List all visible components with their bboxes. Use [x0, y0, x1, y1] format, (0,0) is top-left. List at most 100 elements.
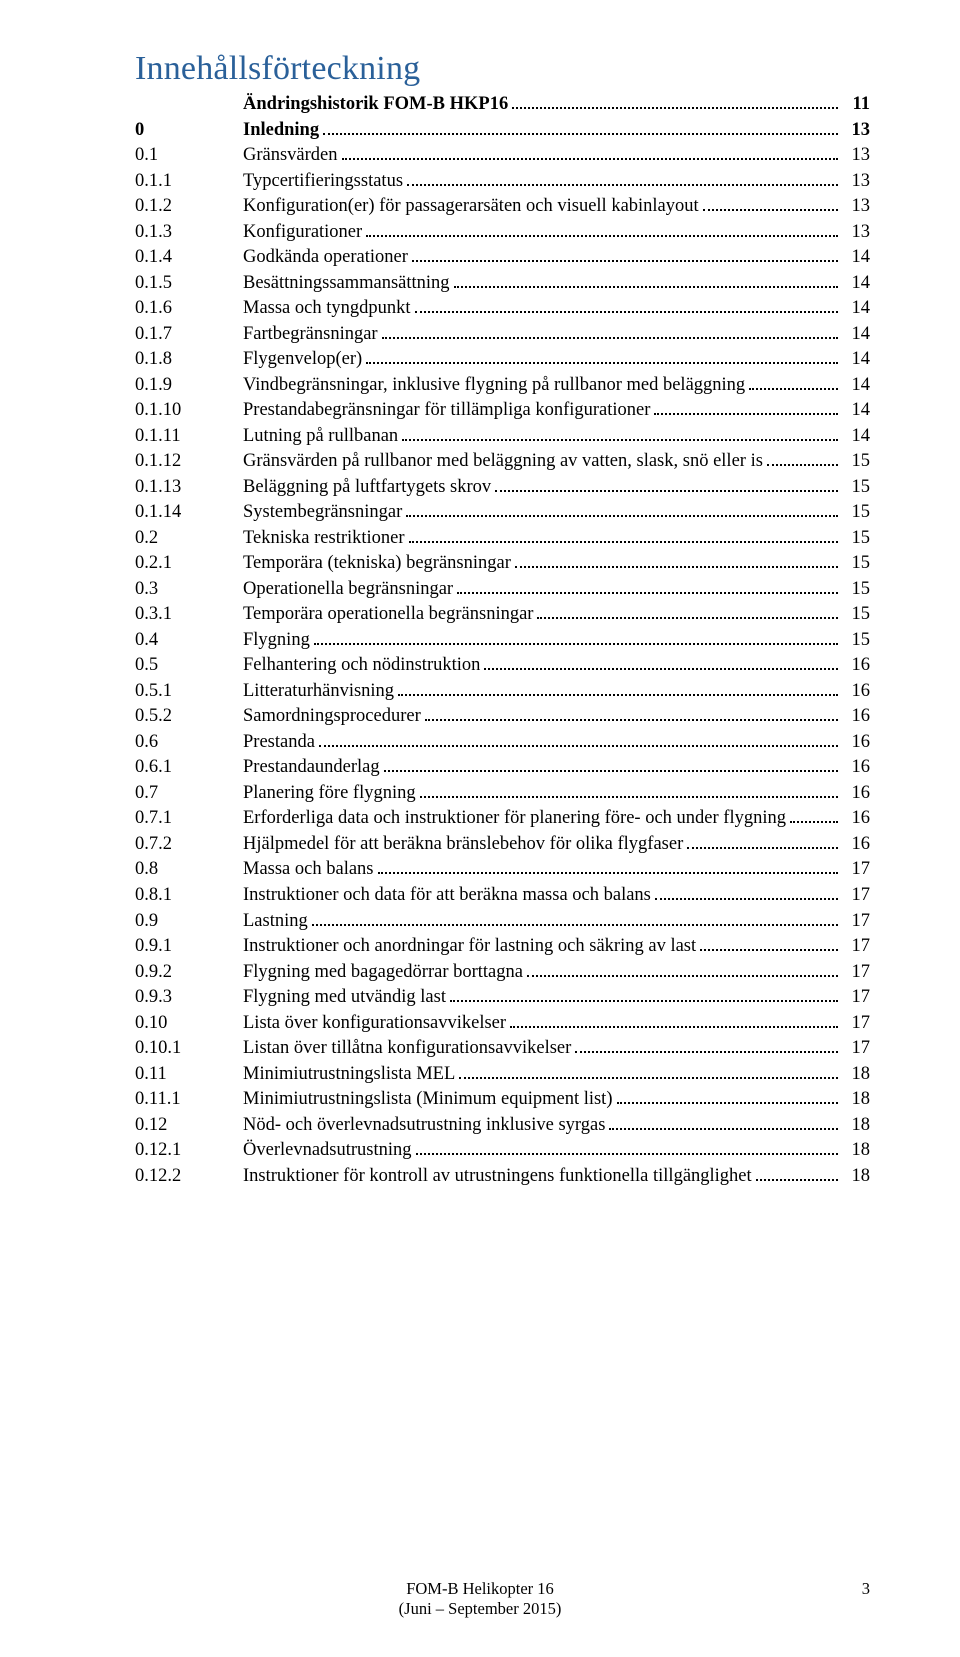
toc-page: 14 — [842, 373, 870, 399]
toc-text-line: Lutning på rullbanan14 — [243, 424, 870, 450]
toc-page: 17 — [842, 960, 870, 986]
toc-number: 0.10.1 — [135, 1036, 243, 1062]
toc-page: 18 — [842, 1138, 870, 1164]
toc-text: Flygning — [243, 628, 310, 654]
toc-text: Överlevnadsutrustning — [243, 1138, 412, 1164]
toc-last-line: Gränsvärden på rullbanor med beläggning … — [243, 449, 870, 475]
toc-leader — [420, 786, 838, 798]
toc-leader — [459, 1066, 838, 1078]
toc-row: 0.8Massa och balans17 — [135, 857, 870, 883]
toc-number: 0.7.1 — [135, 806, 243, 832]
toc-number: 0.11 — [135, 1062, 243, 1088]
toc-text-wrap: Samordningsprocedurer16 — [243, 704, 870, 730]
toc-row: 0.3Operationella begränsningar15 — [135, 577, 870, 603]
toc-page: 17 — [842, 934, 870, 960]
toc-row: 0.4Flygning15 — [135, 628, 870, 654]
toc-text-wrap: Minimiutrustningslista (Minimum equipmen… — [243, 1087, 870, 1113]
toc-leader — [314, 633, 838, 645]
toc-number: 0.2 — [135, 526, 243, 552]
toc-number: 0.1.13 — [135, 475, 243, 501]
toc-row: 0.5Felhantering och nödinstruktion16 — [135, 653, 870, 679]
toc-text: Ändringshistorik FOM-B HKP16 — [243, 92, 508, 118]
toc-text: Systembegränsningar — [243, 500, 402, 526]
toc-text-wrap: Godkända operationer14 — [243, 245, 870, 271]
toc-page: 15 — [842, 577, 870, 603]
toc-number: 0.9.2 — [135, 960, 243, 986]
toc-text-wrap: Prestanda16 — [243, 730, 870, 756]
toc-page: 18 — [842, 1113, 870, 1139]
toc-text: Instruktioner och anordningar för lastni… — [243, 934, 696, 960]
toc-leader — [575, 1041, 838, 1053]
toc-text: Flygning med utvändig last — [243, 985, 446, 1011]
toc-page: 14 — [842, 322, 870, 348]
toc-leader — [457, 582, 838, 594]
toc-text-wrap: Lastning17 — [243, 909, 870, 935]
toc-text-wrap: Konfiguration(er) för passagerarsäten oc… — [243, 194, 870, 220]
toc-page: 15 — [842, 526, 870, 552]
toc-text-line: Temporära (tekniska) begränsningar15 — [243, 551, 870, 577]
toc-text-line: Prestanda16 — [243, 730, 870, 756]
toc-text-wrap: Överlevnadsutrustning 18 — [243, 1138, 870, 1164]
toc-page: 18 — [842, 1164, 870, 1190]
toc-leader — [617, 1092, 839, 1104]
toc-text-wrap: Nöd- och överlevnadsutrustning inklusive… — [243, 1113, 870, 1139]
toc-text-wrap: Massa och tyngdpunkt14 — [243, 296, 870, 322]
toc-leader — [409, 531, 838, 543]
toc-page: 16 — [842, 781, 870, 807]
toc-text-wrap: Vindbegränsningar, inklusive flygning på… — [243, 373, 870, 399]
toc-leader — [319, 735, 838, 747]
toc-text-line: Minimiutrustningslista (Minimum equipmen… — [243, 1087, 870, 1113]
toc-text-line: Felhantering och nödinstruktion16 — [243, 653, 870, 679]
toc-text: Minimiutrustningslista (Minimum equipmen… — [243, 1087, 613, 1113]
toc-text-line: Planering före flygning16 — [243, 781, 870, 807]
toc-text-line: Överlevnadsutrustning 18 — [243, 1138, 870, 1164]
toc-number: 0.3.1 — [135, 602, 243, 628]
toc-text: Nöd- och överlevnadsutrustning inklusive… — [243, 1113, 605, 1139]
toc-text: Konfiguration(er) för passagerarsäten oc… — [243, 194, 699, 220]
toc-text-wrap: Inledning13 — [243, 118, 870, 144]
toc-row: 0.12Nöd- och överlevnadsutrustning inklu… — [135, 1113, 870, 1139]
toc-number: 0.1.3 — [135, 220, 243, 246]
toc-text: Temporära operationella begränsningar — [243, 602, 533, 628]
toc-leader — [342, 148, 838, 160]
toc-page: 17 — [842, 1036, 870, 1062]
toc-text: Lutning på rullbanan — [243, 424, 398, 450]
toc-number: 0.8 — [135, 857, 243, 883]
toc-page: 16 — [842, 679, 870, 705]
toc-row: 0.9.1Instruktioner och anordningar för l… — [135, 934, 870, 960]
toc-text-wrap: Gränsvärden på rullbanor med beläggning … — [243, 449, 870, 475]
toc-number: 0.5 — [135, 653, 243, 679]
toc-text-line: Prestandaunderlag16 — [243, 755, 870, 781]
toc-text-wrap: Ändringshistorik FOM-B HKP1611 — [243, 92, 870, 118]
toc-number: 0.12 — [135, 1113, 243, 1139]
toc-text-line: Fartbegränsningar14 — [243, 322, 870, 348]
toc-text-wrap: Felhantering och nödinstruktion16 — [243, 653, 870, 679]
toc-row: 0.10Lista över konfigurationsavvikelser1… — [135, 1011, 870, 1037]
toc-text-wrap: Listan över tillåtna konfigurationsavvik… — [243, 1036, 870, 1062]
toc-number: 0.1.11 — [135, 424, 243, 450]
toc-text: Hjälpmedel för att beräkna bränslebehov … — [243, 832, 683, 858]
toc-leader — [510, 1015, 838, 1027]
toc-number: 0.6.1 — [135, 755, 243, 781]
toc-text-line: Massa och balans17 — [243, 857, 870, 883]
toc-text: Instruktioner för kontroll av utrustning… — [243, 1164, 752, 1190]
toc-page: 15 — [842, 551, 870, 577]
toc-page: 16 — [842, 730, 870, 756]
toc-leader — [382, 326, 838, 338]
toc-text: Typcertifieringsstatus — [243, 169, 403, 195]
toc-text-wrap: Flygning med bagagedörrar borttagna17 — [243, 960, 870, 986]
toc-number: 0.12.1 — [135, 1138, 243, 1164]
toc-leader — [406, 505, 838, 517]
toc-row: 0.1Gränsvärden13 — [135, 143, 870, 169]
toc-row: 0.7Planering före flygning16 — [135, 781, 870, 807]
toc-text-wrap: Flygning15 — [243, 628, 870, 654]
toc-text-line: Flygning med bagagedörrar borttagna17 — [243, 960, 870, 986]
toc-row: 0.10.1Listan över tillåtna konfiguration… — [135, 1036, 870, 1062]
toc-leader — [450, 990, 838, 1002]
toc-number: 0.5.2 — [135, 704, 243, 730]
toc-text-line: Lista över konfigurationsavvikelser17 — [243, 1011, 870, 1037]
toc-row: 0.1.6Massa och tyngdpunkt14 — [135, 296, 870, 322]
toc-text-line: Minimiutrustningslista MEL18 — [243, 1062, 870, 1088]
footer-line-2: (Juni – September 2015) — [0, 1599, 960, 1619]
toc-leader — [407, 173, 838, 185]
